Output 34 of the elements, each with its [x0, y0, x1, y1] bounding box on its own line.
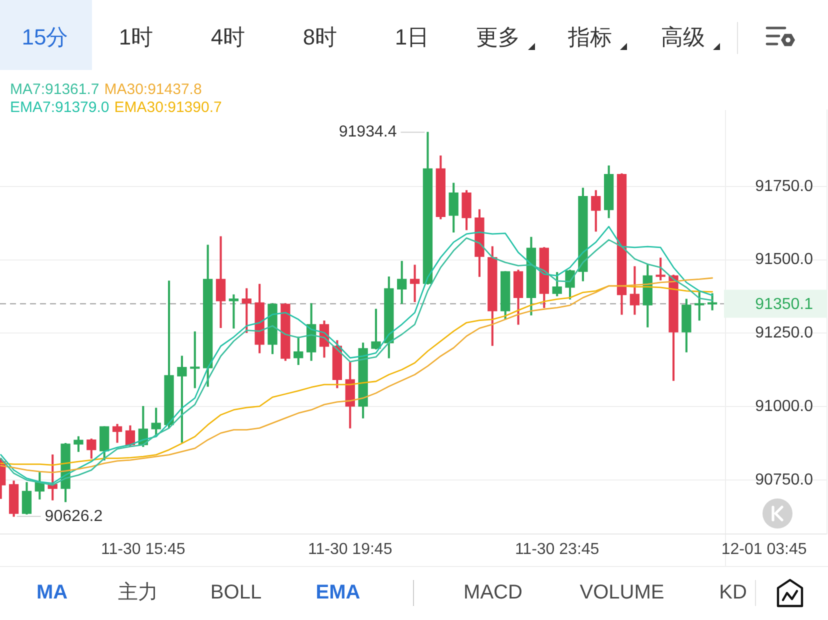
text: EMA30:91390.7 [114, 99, 222, 116]
candlestick [228, 294, 239, 329]
y-tick-label: 90750.0 [755, 471, 814, 488]
text: 15分 [22, 24, 68, 50]
candlestick [216, 236, 226, 328]
annotation: 91934.4 [338, 124, 397, 141]
text: 指标 [568, 24, 612, 50]
text: EMA7:91379.0 [10, 99, 110, 116]
x-tick-label: 11-30 19:45 [308, 540, 392, 558]
text: MACD [464, 582, 522, 604]
text: MA7:91361.7 [10, 81, 100, 98]
annotation: 90626.2 [44, 508, 103, 525]
x-tick-label: 11-30 15:45 [101, 540, 186, 558]
text: MA30:91437.8 [104, 81, 202, 98]
y-tick-label: 91750.0 [755, 178, 814, 195]
x-tick-label: 12-01 03:45 [721, 540, 807, 558]
text: 8时 [302, 24, 338, 50]
text: VOLUME [580, 582, 664, 604]
y-tick-label: 91500.0 [755, 251, 814, 268]
y-tick-label: 91000.0 [755, 398, 814, 416]
text: 1日 [394, 24, 430, 50]
text: 4时 [210, 24, 246, 50]
text: BOLL [210, 582, 262, 604]
text: 更多 [476, 24, 520, 50]
x-tick-label: 11-30 23:45 [514, 540, 600, 558]
candlestick [190, 331, 200, 388]
ref-line-label: 91350.1 [755, 296, 814, 314]
text: 高级 [661, 24, 705, 50]
text: KD [719, 582, 747, 604]
text: EMA [316, 582, 360, 604]
text: MA [36, 582, 68, 604]
text: 1时 [118, 24, 154, 50]
text: 主力 [118, 582, 158, 604]
y-tick-label: 91250.0 [755, 324, 814, 342]
